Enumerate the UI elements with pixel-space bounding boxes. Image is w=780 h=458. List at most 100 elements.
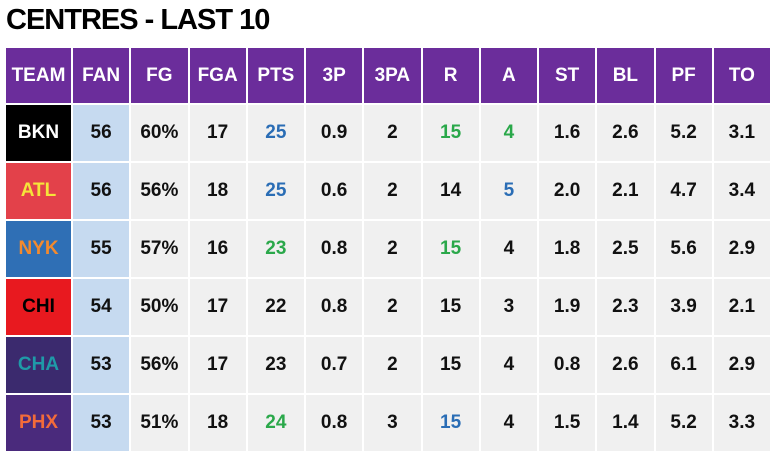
stat-cell: 1.8: [539, 221, 596, 277]
stat-cell: 17: [189, 279, 246, 335]
stat-cell: 1.9: [539, 279, 596, 335]
stat-cell: 0.9: [306, 105, 363, 161]
stat-cell: 17: [189, 337, 246, 393]
stat-cell: 15: [422, 279, 479, 335]
stat-cell: 2.6: [597, 337, 654, 393]
header-row: TEAM FAN FG FGA PTS 3P 3PA R A ST BL PF TO: [6, 48, 770, 103]
stat-cell: 60%: [131, 105, 188, 161]
stat-cell: 5.2: [655, 395, 712, 451]
column-header: TEAM: [6, 48, 71, 103]
stat-cell: 4: [480, 105, 537, 161]
stat-cell: 2.5: [597, 221, 654, 277]
stat-cell: 3: [364, 395, 421, 451]
stat-cell: 56%: [131, 337, 188, 393]
table-row: ATL 56 56% 18 25 0.6 2 14 5 2.0 2.1 4.7 3.4: [6, 163, 770, 219]
column-header: TO: [713, 48, 770, 103]
team-cell: ATL: [6, 163, 71, 219]
table-row: PHX 53 51% 18 24 0.8 3 15 4 1.5 1.4 5.2 3.3: [6, 395, 770, 451]
team-cell: CHA: [6, 337, 71, 393]
stat-cell: 25: [247, 105, 304, 161]
table-row: CHA 53 56% 17 23 0.7 2 15 4 0.8 2.6 6.1 2.9: [6, 337, 770, 393]
stat-cell: 2.9: [713, 337, 770, 393]
stat-cell: 3.4: [713, 163, 770, 219]
table-row: CHI 54 50% 17 22 0.8 2 15 3 1.9 2.3 3.9 2.1: [6, 279, 770, 335]
stat-cell: 4.7: [655, 163, 712, 219]
table-row: NYK 55 57% 16 23 0.8 2 15 4 1.8 2.5 5.6 2.9: [6, 221, 770, 277]
stat-cell: 23: [247, 337, 304, 393]
stat-cell: 18: [189, 395, 246, 451]
stat-cell: 1.5: [539, 395, 596, 451]
stat-cell: 5.2: [655, 105, 712, 161]
column-header: FAN: [73, 48, 130, 103]
column-header: FGA: [189, 48, 246, 103]
stats-table: TEAM FAN FG FGA PTS 3P 3PA R A ST BL PF TO BKN 56 60% 1…: [4, 46, 772, 453]
team-cell: NYK: [6, 221, 71, 277]
stat-cell: 0.8: [306, 221, 363, 277]
stat-cell: 4: [480, 337, 537, 393]
team-cell: CHI: [6, 279, 71, 335]
column-header: BL: [597, 48, 654, 103]
stat-cell: 2: [364, 221, 421, 277]
stat-cell: 2.1: [597, 163, 654, 219]
column-header: PF: [655, 48, 712, 103]
stat-cell: 2: [364, 337, 421, 393]
stat-cell: 3.1: [713, 105, 770, 161]
stat-cell: 0.6: [306, 163, 363, 219]
stat-cell: 2.0: [539, 163, 596, 219]
stat-cell: 18: [189, 163, 246, 219]
column-header: A: [480, 48, 537, 103]
column-header: ST: [539, 48, 596, 103]
stat-cell: 56%: [131, 163, 188, 219]
stat-cell: 51%: [131, 395, 188, 451]
stat-cell: 15: [422, 395, 479, 451]
stat-cell: 16: [189, 221, 246, 277]
stat-cell: 0.7: [306, 337, 363, 393]
stat-cell: 6.1: [655, 337, 712, 393]
stat-cell: 24: [247, 395, 304, 451]
stat-cell: 3.9: [655, 279, 712, 335]
stat-cell: 53: [73, 337, 130, 393]
stat-cell: 14: [422, 163, 479, 219]
stat-cell: 25: [247, 163, 304, 219]
stat-cell: 2.1: [713, 279, 770, 335]
stat-cell: 57%: [131, 221, 188, 277]
team-cell: PHX: [6, 395, 71, 451]
title: CENTRES - LAST 10: [6, 4, 270, 36]
column-header: 3P: [306, 48, 363, 103]
stat-cell: 53: [73, 395, 130, 451]
stat-cell: 55: [73, 221, 130, 277]
stat-cell: 5.6: [655, 221, 712, 277]
stat-cell: 2.3: [597, 279, 654, 335]
stat-cell: 5: [480, 163, 537, 219]
stat-cell: 54: [73, 279, 130, 335]
stat-cell: 15: [422, 105, 479, 161]
stat-cell: 0.8: [306, 279, 363, 335]
column-header: PTS: [247, 48, 304, 103]
stat-cell: 4: [480, 221, 537, 277]
stat-cell: 0.8: [306, 395, 363, 451]
stat-cell: 56: [73, 105, 130, 161]
column-header: R: [422, 48, 479, 103]
stat-cell: 3.3: [713, 395, 770, 451]
stat-cell: 4: [480, 395, 537, 451]
stat-cell: 2: [364, 163, 421, 219]
stat-cell: 2: [364, 105, 421, 161]
team-cell: BKN: [6, 105, 71, 161]
stat-cell: 23: [247, 221, 304, 277]
column-header: 3PA: [364, 48, 421, 103]
stat-cell: 15: [422, 337, 479, 393]
stat-cell: 3: [480, 279, 537, 335]
stat-cell: 2.9: [713, 221, 770, 277]
stat-cell: 22: [247, 279, 304, 335]
stat-cell: 2.6: [597, 105, 654, 161]
stat-cell: 2: [364, 279, 421, 335]
stat-cell: 50%: [131, 279, 188, 335]
table-row: BKN 56 60% 17 25 0.9 2 15 4 1.6 2.6 5.2 3.1: [6, 105, 770, 161]
stat-cell: 0.8: [539, 337, 596, 393]
stat-cell: 17: [189, 105, 246, 161]
stat-cell: 1.4: [597, 395, 654, 451]
stat-cell: 1.6: [539, 105, 596, 161]
stat-cell: 56: [73, 163, 130, 219]
column-header: FG: [131, 48, 188, 103]
